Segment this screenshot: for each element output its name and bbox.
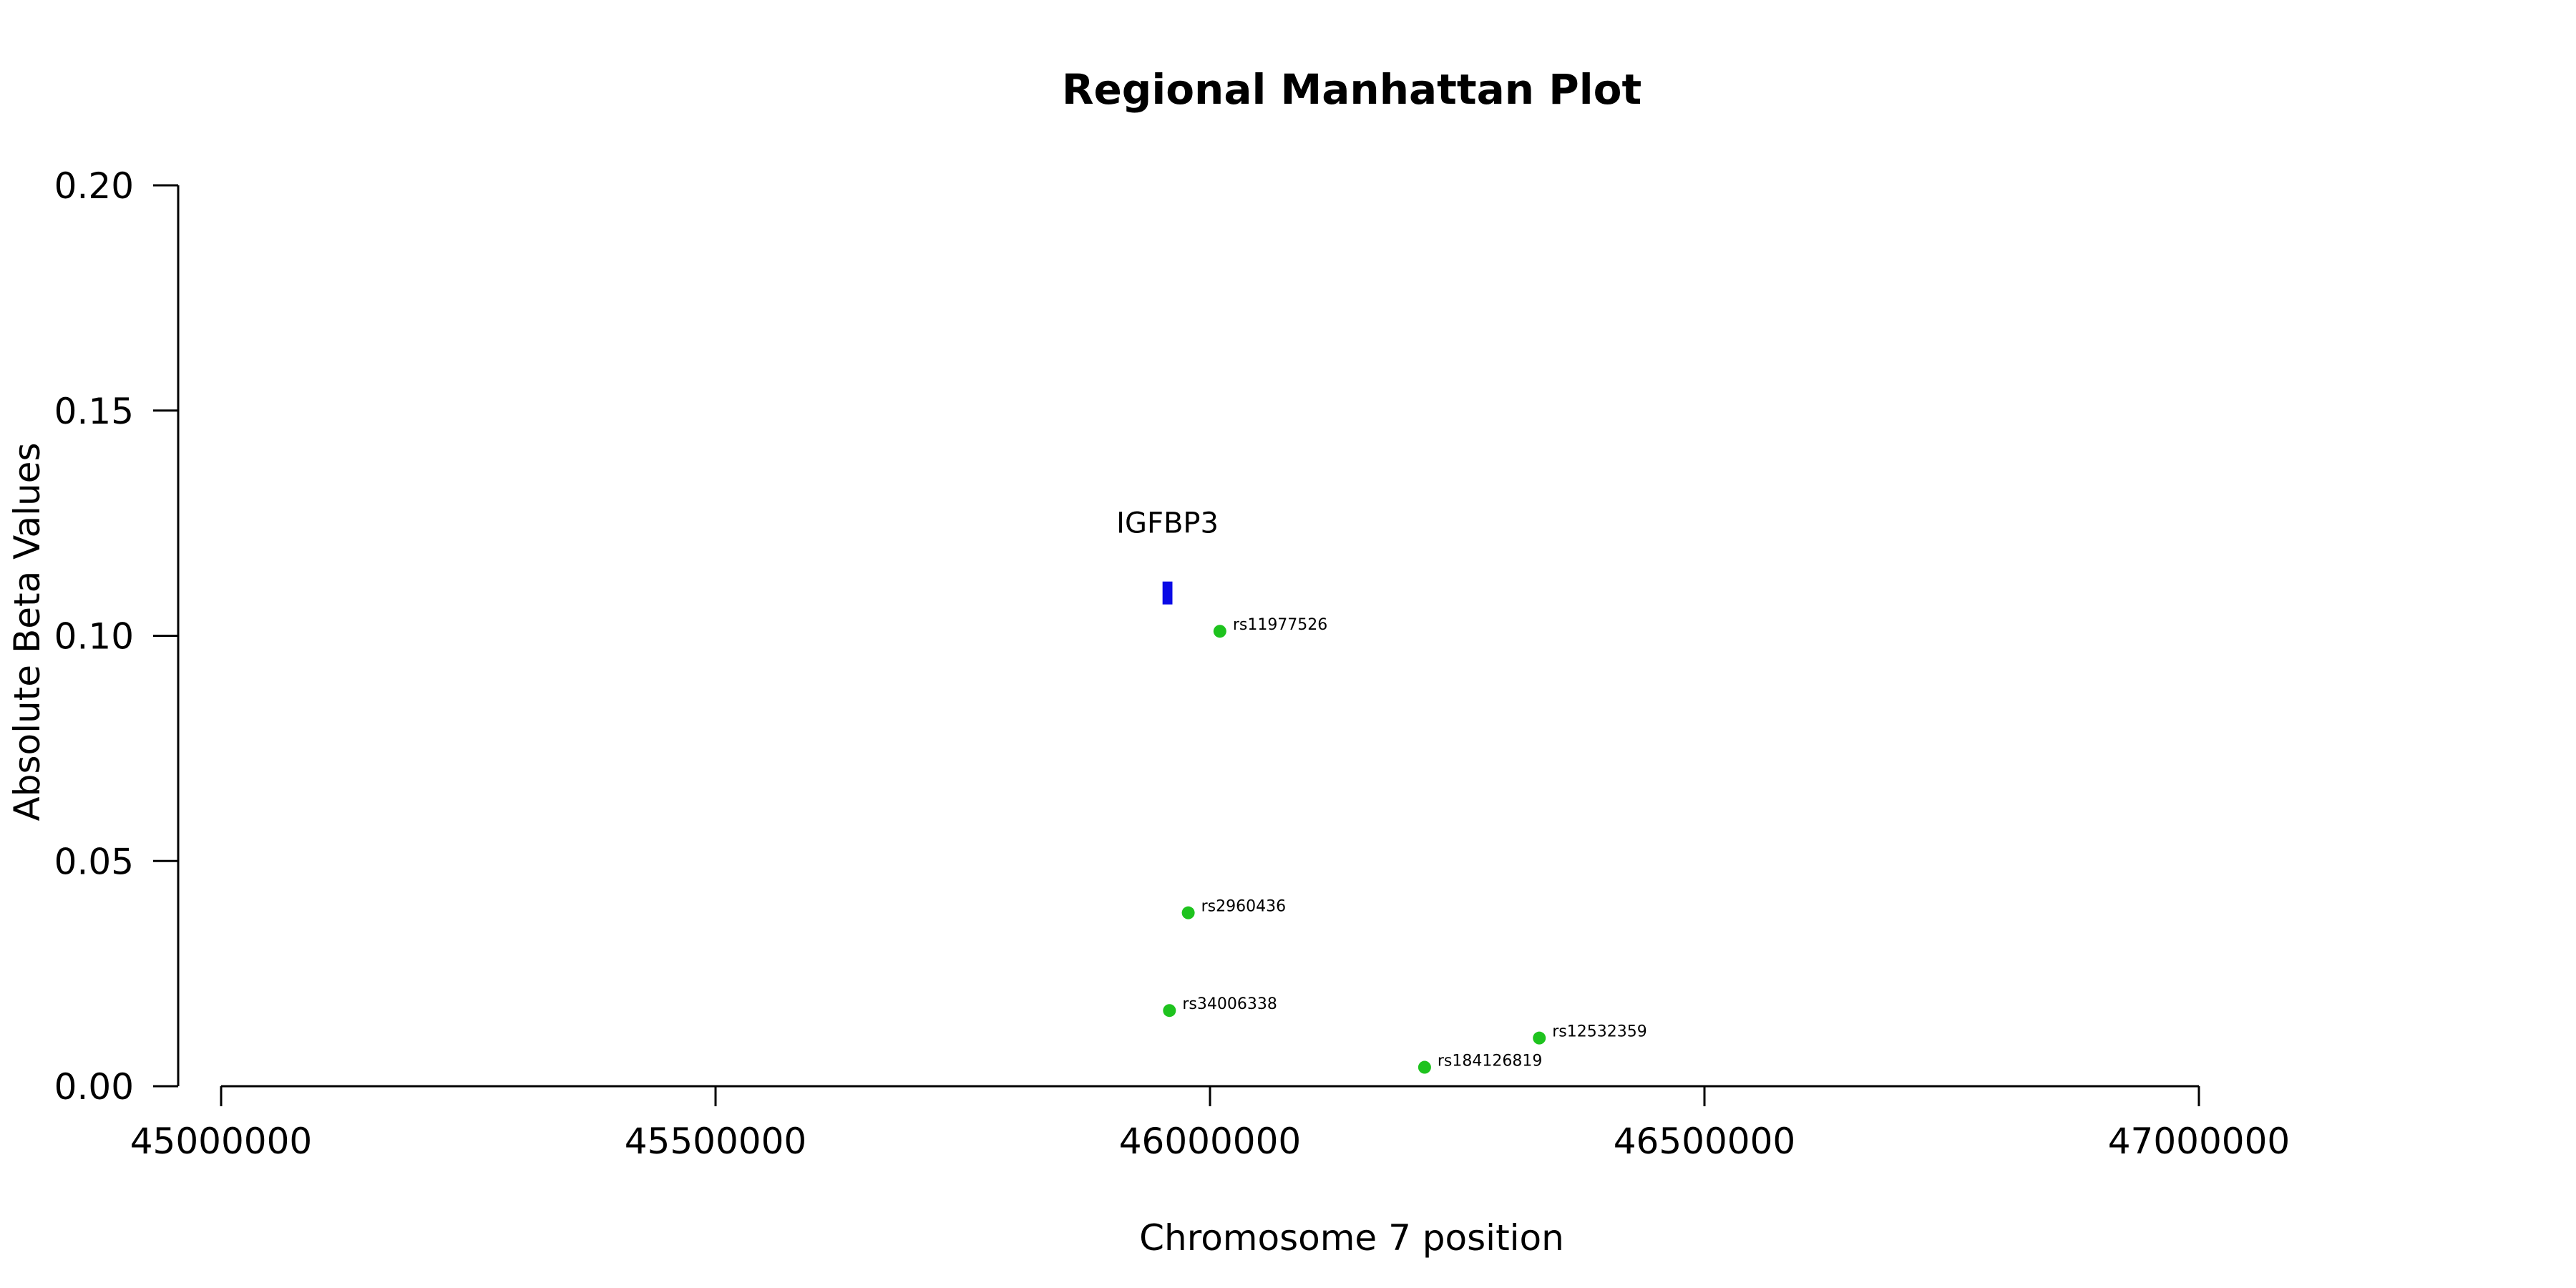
x-tick-label: 46500000 xyxy=(1614,1121,1796,1162)
snp-point xyxy=(1418,1060,1431,1074)
snp-label: rs184126819 xyxy=(1438,1053,1542,1070)
x-tick-label: 46000000 xyxy=(1119,1121,1302,1162)
snp-point xyxy=(1163,1004,1176,1018)
snp-point xyxy=(1213,625,1226,638)
chart-title: Regional Manhattan Plot xyxy=(1062,65,1641,114)
snp-point xyxy=(1181,906,1195,919)
y-tick-label: 0.20 xyxy=(54,165,134,207)
snp-point xyxy=(1533,1031,1546,1045)
snp-points: rs11977526 rs2960436 rs34006338 rs12532359 r… xyxy=(1163,616,1647,1074)
y-tick-label: 0.10 xyxy=(54,616,134,658)
y-axis-title: Absolute Beta Values xyxy=(6,443,48,821)
y-tick-label: 0.05 xyxy=(54,841,134,882)
x-tick-label: 45000000 xyxy=(130,1121,313,1162)
gene-marker xyxy=(1162,581,1173,605)
snp-label: rs11977526 xyxy=(1233,616,1327,634)
y-axis-ticks: 0.00 0.05 0.10 0.15 0.20 xyxy=(54,165,178,1108)
snp-label: rs2960436 xyxy=(1201,898,1287,916)
gene-track: IGFBP3 xyxy=(1116,507,1219,605)
gene-label: IGFBP3 xyxy=(1116,507,1219,540)
x-axis-ticks: 45000000 45500000 46000000 46500000 47000000 xyxy=(130,1086,2290,1162)
y-tick-label: 0.00 xyxy=(54,1066,134,1108)
x-axis-title: Chromosome 7 position xyxy=(1139,1217,1564,1259)
y-tick-label: 0.15 xyxy=(54,391,134,432)
snp-label: rs12532359 xyxy=(1552,1023,1646,1041)
snp-label: rs34006338 xyxy=(1182,995,1277,1013)
x-tick-label: 47000000 xyxy=(2108,1121,2290,1162)
x-tick-label: 45500000 xyxy=(625,1121,807,1162)
